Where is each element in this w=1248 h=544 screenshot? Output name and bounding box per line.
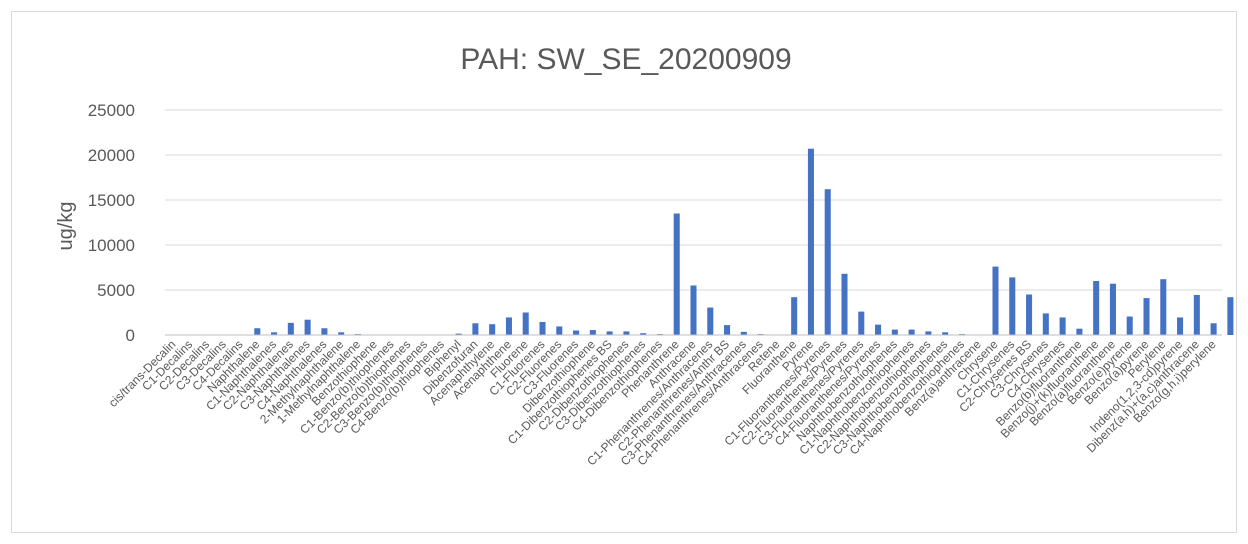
bar — [992, 266, 999, 335]
bar — [1193, 294, 1200, 335]
y-axis-label: ug/kg — [55, 202, 77, 251]
bar — [623, 331, 630, 335]
bar — [254, 328, 261, 335]
bar — [858, 311, 865, 335]
y-tick-label: 10000 — [88, 236, 135, 255]
y-tick-label: 15000 — [88, 191, 135, 210]
bar — [271, 332, 278, 335]
bar — [287, 322, 294, 335]
bar — [338, 332, 345, 335]
bar — [573, 330, 580, 335]
bar — [925, 331, 932, 335]
bar — [740, 331, 747, 335]
bar — [690, 285, 697, 335]
y-tick-label: 0 — [126, 326, 135, 345]
bar — [640, 333, 647, 335]
bar — [724, 325, 731, 335]
bar — [1026, 294, 1033, 335]
bar — [707, 307, 714, 335]
bar — [1177, 317, 1184, 335]
bar — [539, 321, 546, 335]
bar — [522, 312, 529, 335]
bar — [1160, 279, 1167, 335]
bar — [908, 329, 915, 335]
bar — [505, 317, 512, 335]
bars — [254, 148, 1234, 335]
bar — [673, 213, 680, 335]
bar — [875, 324, 882, 335]
bar — [589, 330, 596, 335]
bar — [1093, 281, 1100, 335]
gridlines — [165, 109, 1222, 291]
x-axis-category-labels: cis/trans-DecalinC1-DecalinsC2-DecalinsC… — [106, 337, 1219, 468]
bar — [472, 323, 479, 335]
bar — [891, 329, 898, 335]
bar — [321, 328, 328, 335]
bar — [807, 148, 814, 335]
bar — [942, 332, 949, 335]
bar — [1227, 297, 1234, 335]
chart-title: PAH: SW_SE_20200909 — [460, 43, 791, 76]
bar — [1210, 323, 1217, 335]
bar — [489, 324, 496, 335]
bar — [824, 189, 831, 335]
bar — [1059, 317, 1066, 335]
bar — [1126, 316, 1133, 335]
bar — [1143, 298, 1150, 335]
bar — [1042, 313, 1049, 335]
bar — [1109, 283, 1116, 335]
bar — [1009, 277, 1016, 335]
bar — [606, 331, 613, 335]
bar — [841, 273, 848, 335]
y-tick-label: 20000 — [88, 146, 135, 165]
bar — [455, 333, 462, 335]
y-tick-label: 25000 — [88, 101, 135, 120]
y-tick-label: 5000 — [97, 281, 135, 300]
chart-frame — [11, 11, 1237, 533]
y-axis-ticks: 0 5000 10000 15000 20000 25000 — [88, 101, 135, 345]
bar — [304, 319, 311, 335]
bar — [791, 297, 798, 335]
bar — [1076, 328, 1083, 335]
bar — [556, 326, 563, 335]
